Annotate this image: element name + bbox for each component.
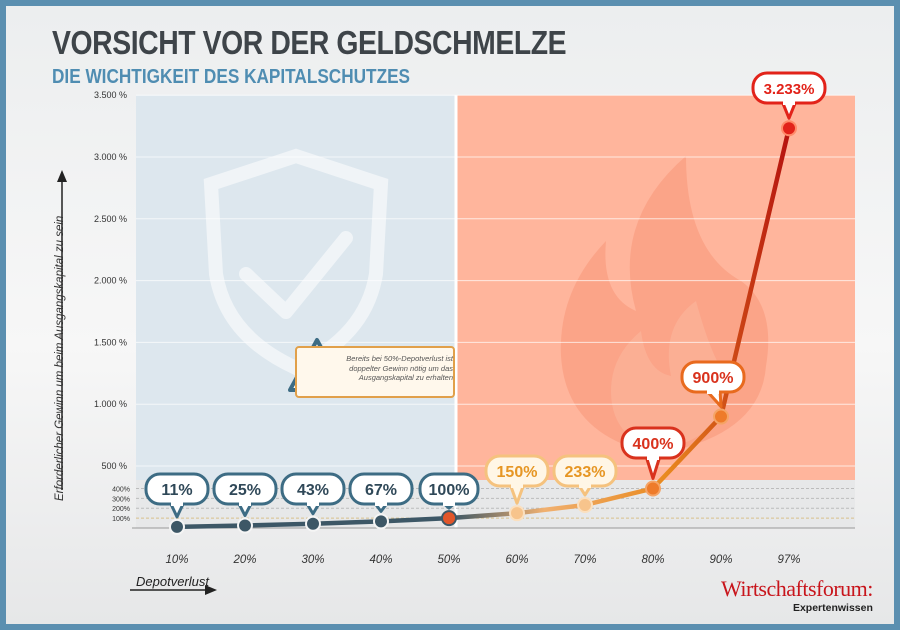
data-point [305,515,321,532]
x-tick-label: 40% [369,554,392,566]
data-point [237,517,253,534]
x-tick-label: 50% [437,554,460,566]
data-point [645,480,661,497]
brand-tagline: Expertenwissen [792,602,873,614]
data-point [577,496,593,513]
data-point [509,505,525,522]
label-bubble-joint [647,454,659,460]
page-title: VORSICHT VOR DER GELDSCHMELZE [52,24,567,61]
y-tick-label: 3.000 % [94,152,127,162]
y-tick-label-minor: 400% [112,486,130,493]
chart: 500 % 1.000 % 1.500 % 2.000 % 2.500 % 3.000 %… [57,71,855,595]
data-label: 233% [565,464,606,481]
checkmark-icon [239,231,353,319]
y-tick-label: 500 % [101,461,127,471]
brand-name: Wirtschaftsforum: [721,576,873,601]
y-tick-label: 1.500 % [94,337,127,347]
y-tick-label: 3.500 % [94,90,127,100]
infographic-frame: 500 % 1.000 % 1.500 % 2.000 % 2.500 % 3.000 %… [6,6,894,624]
label-bubble-joint [783,99,795,105]
x-tick-label: 60% [505,554,528,566]
y-tick-label-minor: 100% [112,516,130,523]
label-bubble-joint [171,500,183,506]
data-point [441,510,457,527]
brand-logo: Wirtschaftsforum: Expertenwissen [721,576,873,615]
x-tick-label: 97% [777,554,800,566]
page-subtitle: DIE WICHTIGKEIT DES KAPITALSCHUTZES [52,66,411,88]
label-bubble-joint [443,500,455,506]
label-bubble-joint [579,482,591,488]
x-tick-label: 30% [301,554,324,566]
label-bubble-joint [307,500,319,506]
warning-note-text: Bereits bei 50%-Depotverlust ist doppelt… [346,354,453,382]
data-label: 11% [161,482,192,499]
label-bubble-joint [375,500,387,506]
data-label: 150% [497,464,538,481]
data-label: 67% [365,482,397,499]
data-label: 400% [633,436,674,453]
y-axis-arrowhead [57,170,67,182]
y-tick-label-minor: 200% [112,506,130,513]
y-tick-label: 1.000 % [94,399,127,409]
x-tick-label: 70% [573,554,596,566]
data-label: 100% [429,482,470,499]
y-tick-label-minor: 300% [112,496,130,503]
x-axis-label: Depotverlust [136,574,209,589]
data-point [373,513,389,530]
data-point [781,120,797,137]
flame-inner-icon [611,301,727,451]
data-label: 3.233% [764,81,815,98]
y-tick-label: 2.000 % [94,276,127,286]
y-axis-label: Erforderlicher Gewinn um beim Ausgangska… [54,215,66,501]
data-point [169,518,185,535]
data-label: 43% [297,482,329,499]
x-tick-label: 20% [232,554,256,566]
x-tick-label: 80% [641,554,664,566]
label-bubble-joint [239,500,251,506]
x-tick-label: 90% [709,554,732,566]
label-bubble-joint [707,388,719,394]
x-tick-label: 10% [165,554,188,566]
series-line [174,125,792,530]
data-label: 25% [229,482,261,499]
warning-note: Bereits bei 50%-Depotverlust ist doppelt… [295,346,455,398]
x-axis-arrowhead [205,585,217,595]
data-label: 900% [693,370,734,387]
y-tick-label: 2.500 % [94,214,127,224]
label-bubble-joint [511,482,523,488]
data-point [713,408,729,425]
